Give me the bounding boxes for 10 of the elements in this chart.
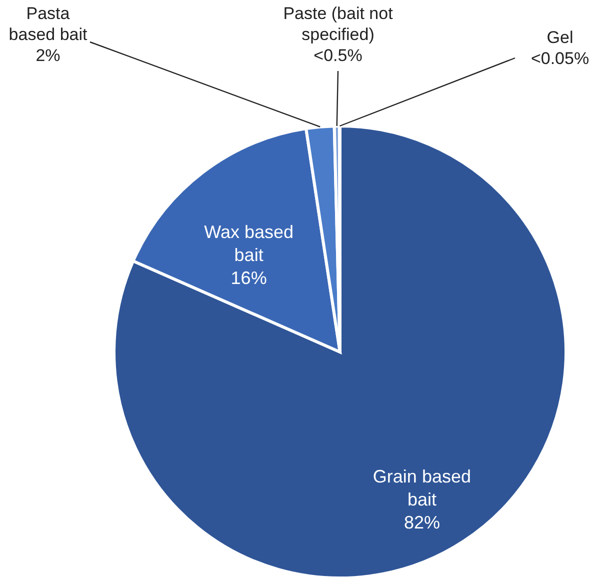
data-label: 16% [230,268,267,288]
slice-label: Gel [546,28,574,47]
slice-label: Pasta based bait [8,4,88,44]
slice-label: Wax based bait [204,222,294,265]
slice-label: Grain based bait [372,466,471,510]
data-label: <0.05% [530,49,590,68]
data-label: <0.5% [314,46,362,65]
data-label: 82% [404,512,440,533]
slice-label: Paste (bait not specified) [283,4,394,44]
data-label: 2% [36,46,60,65]
